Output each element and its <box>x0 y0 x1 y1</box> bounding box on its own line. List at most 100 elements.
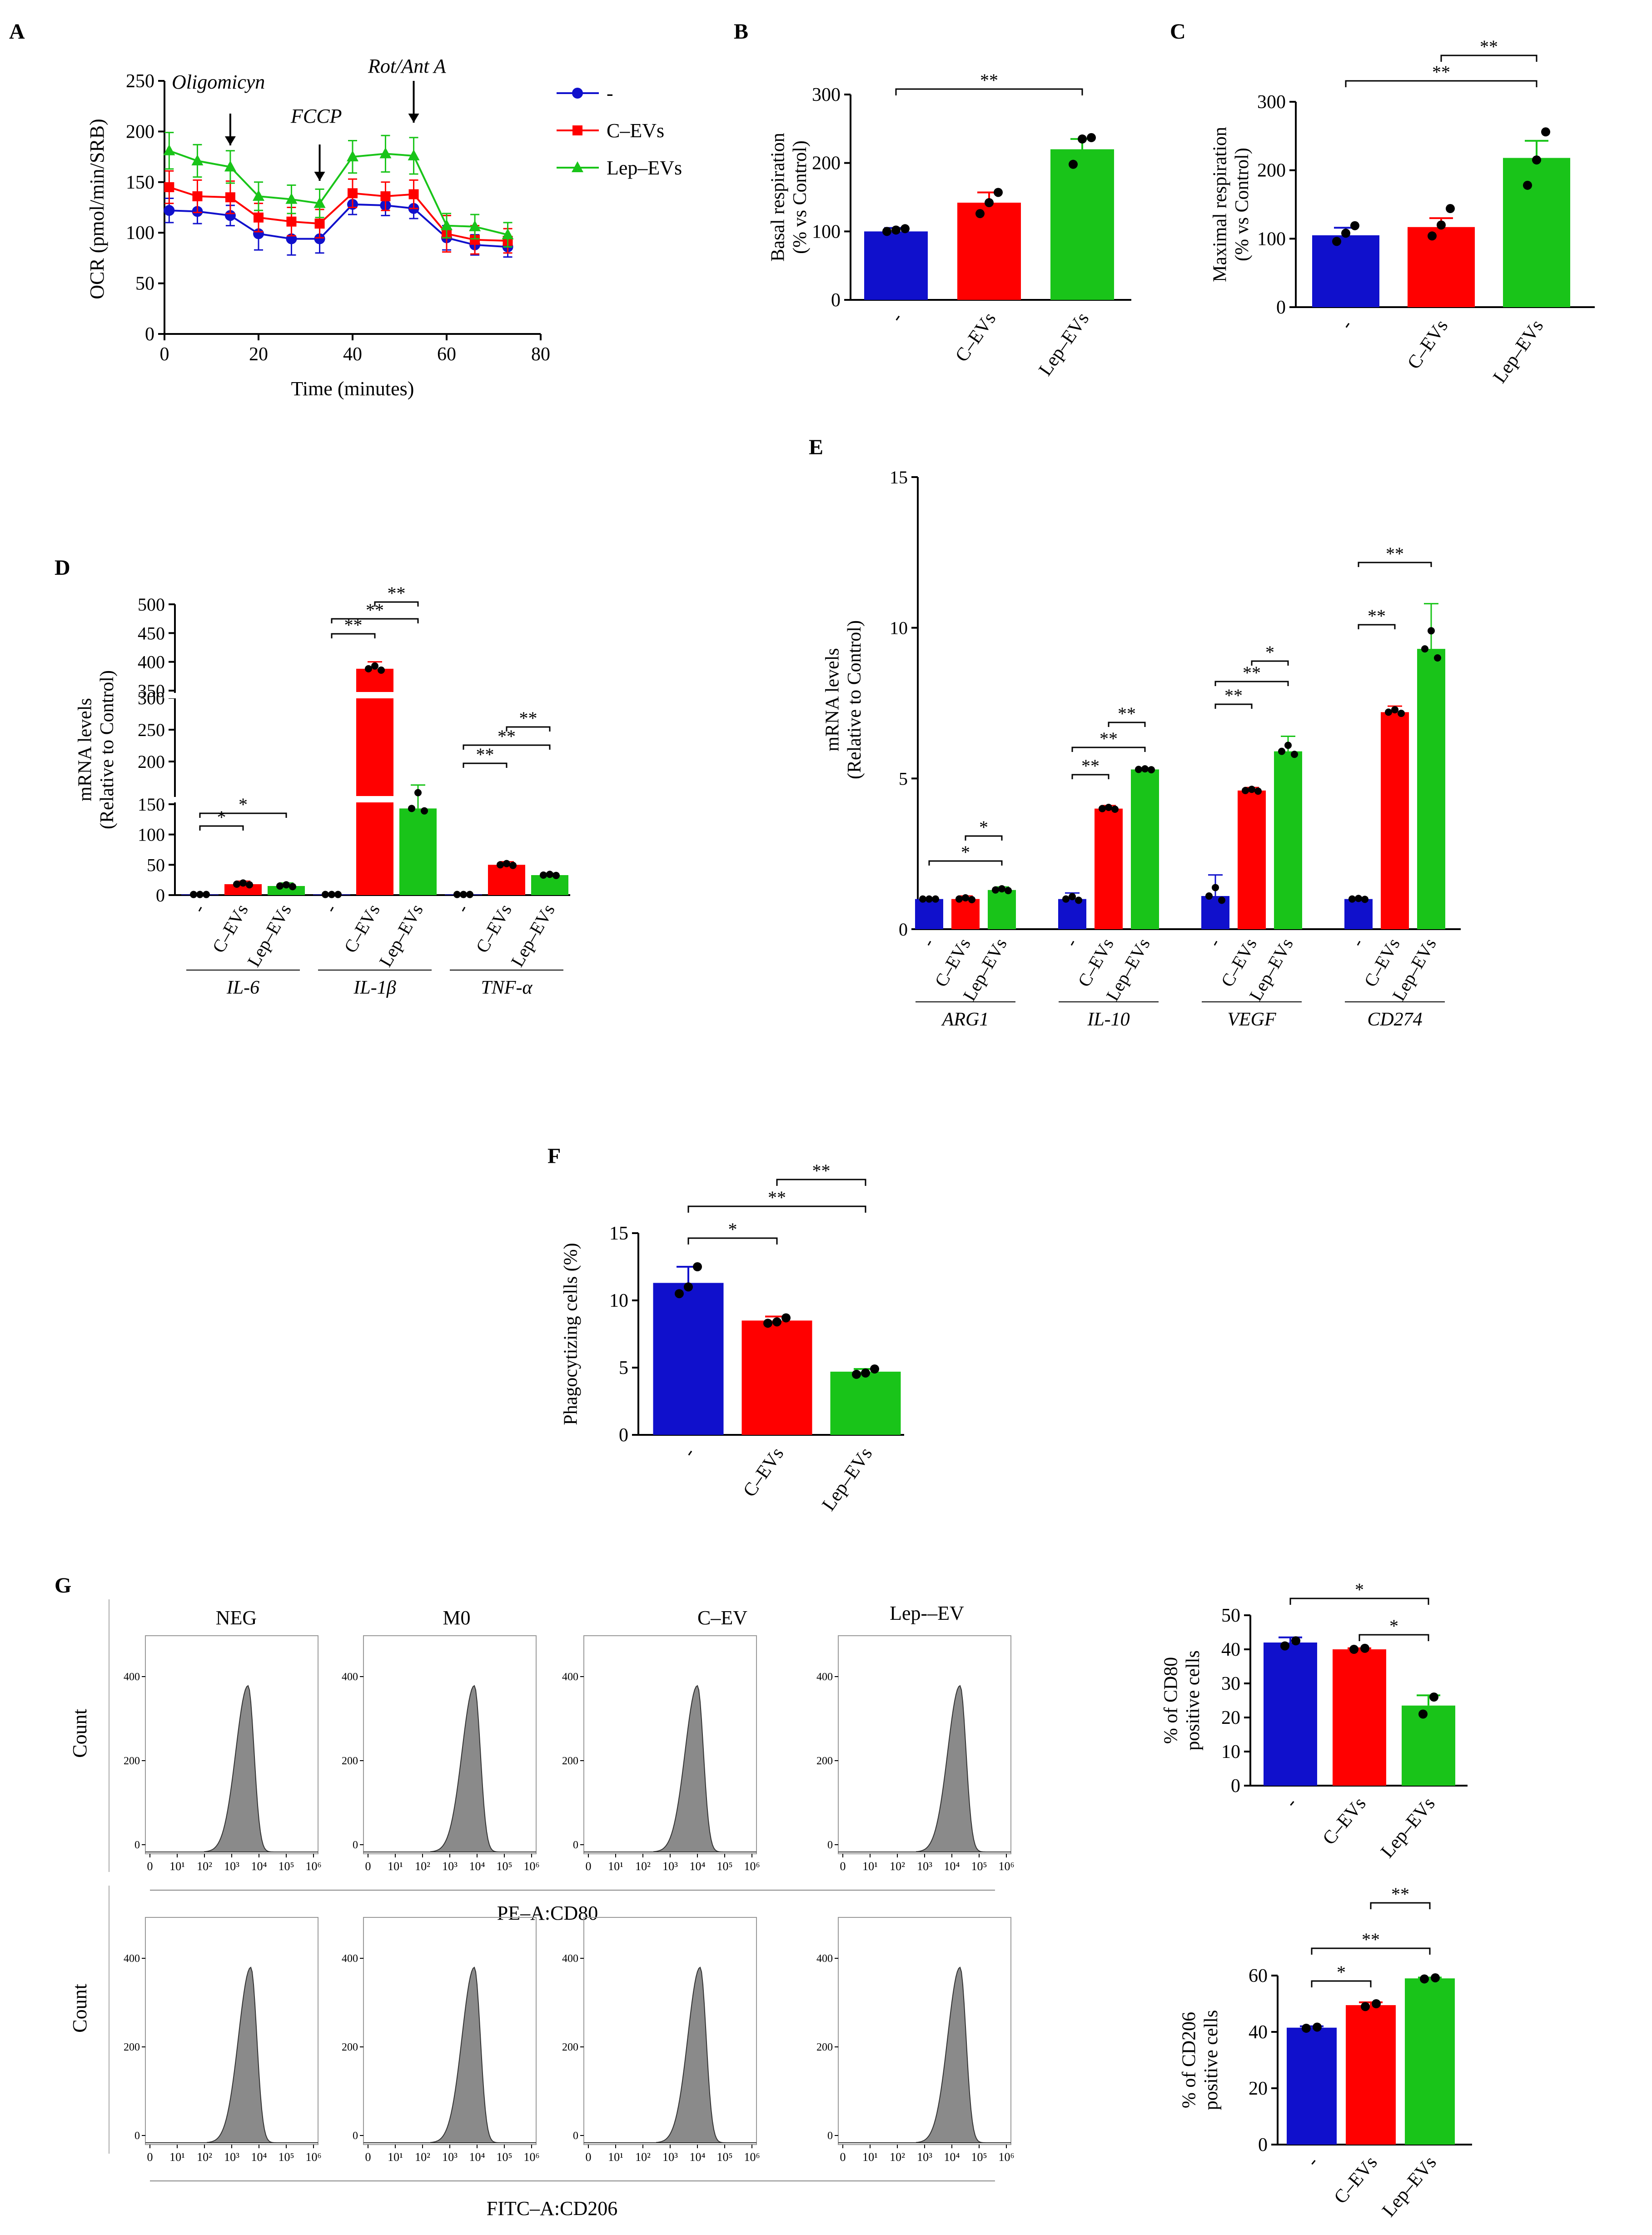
data-point <box>1242 786 1249 794</box>
bar <box>1050 149 1114 300</box>
data-point <box>1075 896 1082 904</box>
panel-label-f: F <box>547 1144 561 1168</box>
y-tick-label: 0 <box>831 290 841 311</box>
data-point <box>408 805 415 812</box>
y-axis-title: % of CD206 positive cells <box>1179 2010 1222 2110</box>
y-tick-label: 500 <box>138 594 165 615</box>
data-point <box>1205 892 1213 900</box>
histogram-x-tick-label: 10⁴ <box>251 1860 267 1873</box>
data-point <box>1212 884 1219 891</box>
significance-bracket-label: * <box>1265 642 1274 662</box>
histogram-x-tick-label: 0 <box>586 1860 592 1873</box>
panel-label-d: D <box>55 556 70 580</box>
y-tick-label: 10 <box>890 618 908 638</box>
data-point <box>1280 1641 1289 1651</box>
histogram-x-tick-label: 10⁶ <box>305 1860 321 1873</box>
data-point <box>870 1364 879 1374</box>
data-point <box>1372 1999 1381 2008</box>
axis-break <box>164 797 186 802</box>
annotation-oligomicyn: Oligomicyn <box>172 71 265 93</box>
data-point <box>460 891 467 898</box>
y-tick-label: 150 <box>126 172 154 193</box>
histogram-y-tick-label: 0 <box>134 2130 140 2142</box>
histogram-x-tick-label: 10⁶ <box>998 1860 1014 1873</box>
histogram-y-tick-label: 0 <box>573 2130 578 2142</box>
significance-bracket <box>1071 747 1146 752</box>
x-tick-label: C–EVs <box>951 309 1000 366</box>
histogram-y-tick-label: 400 <box>124 1953 140 1965</box>
data-point <box>1313 2022 1322 2032</box>
histogram-x-tick-label: 10³ <box>442 1860 458 1873</box>
data-point <box>246 881 253 889</box>
panel-g-flow-histograms: NEG M0 C–EV Lep-–EV PE–A:CD80 FITC–A:CD2… <box>69 1599 1015 2220</box>
data-point <box>552 871 560 879</box>
panel-label-c: C <box>1170 20 1186 44</box>
significance-bracket-label: * <box>728 1219 737 1239</box>
histogram-x-tick-label: 10¹ <box>608 1860 623 1873</box>
y-tick-label: 15 <box>609 1223 628 1244</box>
bar <box>1238 790 1266 929</box>
data-point <box>772 1317 781 1327</box>
x-tick-label: C–EVs <box>1319 1793 1370 1849</box>
y-axis-title: Maximal respiration (% vs Control) <box>1210 127 1253 282</box>
bar <box>1264 1643 1317 1786</box>
histogram-x-tick-label: 10⁵ <box>278 2150 294 2164</box>
histogram-x-tick-label: 0 <box>840 2150 846 2164</box>
data-point <box>1248 786 1255 793</box>
significance-bracket-label: ** <box>1243 662 1261 683</box>
bar <box>1333 1649 1386 1786</box>
x-tick-label: C–EVs <box>472 901 516 956</box>
y-axis-title: mRNA levels (Relative to Control) <box>822 620 865 779</box>
data-point <box>196 891 204 898</box>
y-tick-label: 200 <box>126 121 154 142</box>
gene-group-label: IL-6 <box>226 977 259 998</box>
histogram-y-tick-label: 0 <box>353 2130 358 2142</box>
panel-e-bar-chart: 0 5 10 15 mRNA levels (Relative to Control) - C… <box>822 467 1461 1030</box>
histogram-y-tick-label: 200 <box>342 1755 358 1767</box>
data-point <box>190 891 197 898</box>
data-point <box>861 1368 870 1378</box>
data-point <box>1069 893 1076 901</box>
data-point <box>1302 2023 1311 2033</box>
histogram-y-tick-label: 200 <box>562 2041 578 2053</box>
histogram-x-tick-label: 10² <box>197 1860 212 1873</box>
annotation-arrow-head <box>224 136 236 145</box>
y-axis-title-line: Phagocytizing cells (%) <box>561 1243 582 1425</box>
significance-bracket-label: ** <box>1368 606 1386 626</box>
data-point <box>328 891 335 898</box>
y-axis-title: Basal respiration (% vs Control) <box>768 133 811 261</box>
data-point <box>1418 1709 1428 1719</box>
histogram-x-tick-label: 10⁵ <box>496 2150 512 2164</box>
data-point <box>540 871 547 879</box>
significance-bracket <box>1345 80 1538 87</box>
significance-bracket-label: ** <box>1224 685 1243 706</box>
bar <box>1131 769 1159 929</box>
y-axis-title-line: mRNA levels <box>822 648 843 752</box>
data-point <box>1148 766 1155 774</box>
y-tick-label: 450 <box>138 623 165 643</box>
significance-bracket-label: ** <box>812 1160 831 1181</box>
data-point <box>469 220 481 231</box>
legend-marker <box>572 125 582 135</box>
data-point <box>1429 1692 1438 1702</box>
gene-group-label: CD274 <box>1367 1009 1422 1030</box>
histogram-x-tick-label: 10² <box>890 1860 905 1873</box>
x-tick-label: - <box>1336 316 1357 333</box>
significance-bracket <box>1440 55 1538 62</box>
y-tick-label: 30 <box>1221 1673 1240 1694</box>
bar <box>1408 227 1475 307</box>
histogram-shape <box>916 1966 989 2143</box>
bar <box>356 668 393 895</box>
data-point <box>408 189 419 199</box>
panel-f-bar-chart: 0 5 10 15 Phagocytizing cells (%) - C–EVs Lep–E… <box>561 1160 904 1515</box>
x-tick-label: 60 <box>437 344 456 365</box>
bar <box>1346 2005 1396 2145</box>
y-tick-label: 350 <box>138 681 165 701</box>
significance-bracket <box>895 88 1083 95</box>
data-point <box>1005 887 1012 895</box>
y-tick-label: 150 <box>138 794 165 815</box>
x-tick-label: 40 <box>343 344 362 365</box>
histogram-shape <box>430 1966 503 2143</box>
